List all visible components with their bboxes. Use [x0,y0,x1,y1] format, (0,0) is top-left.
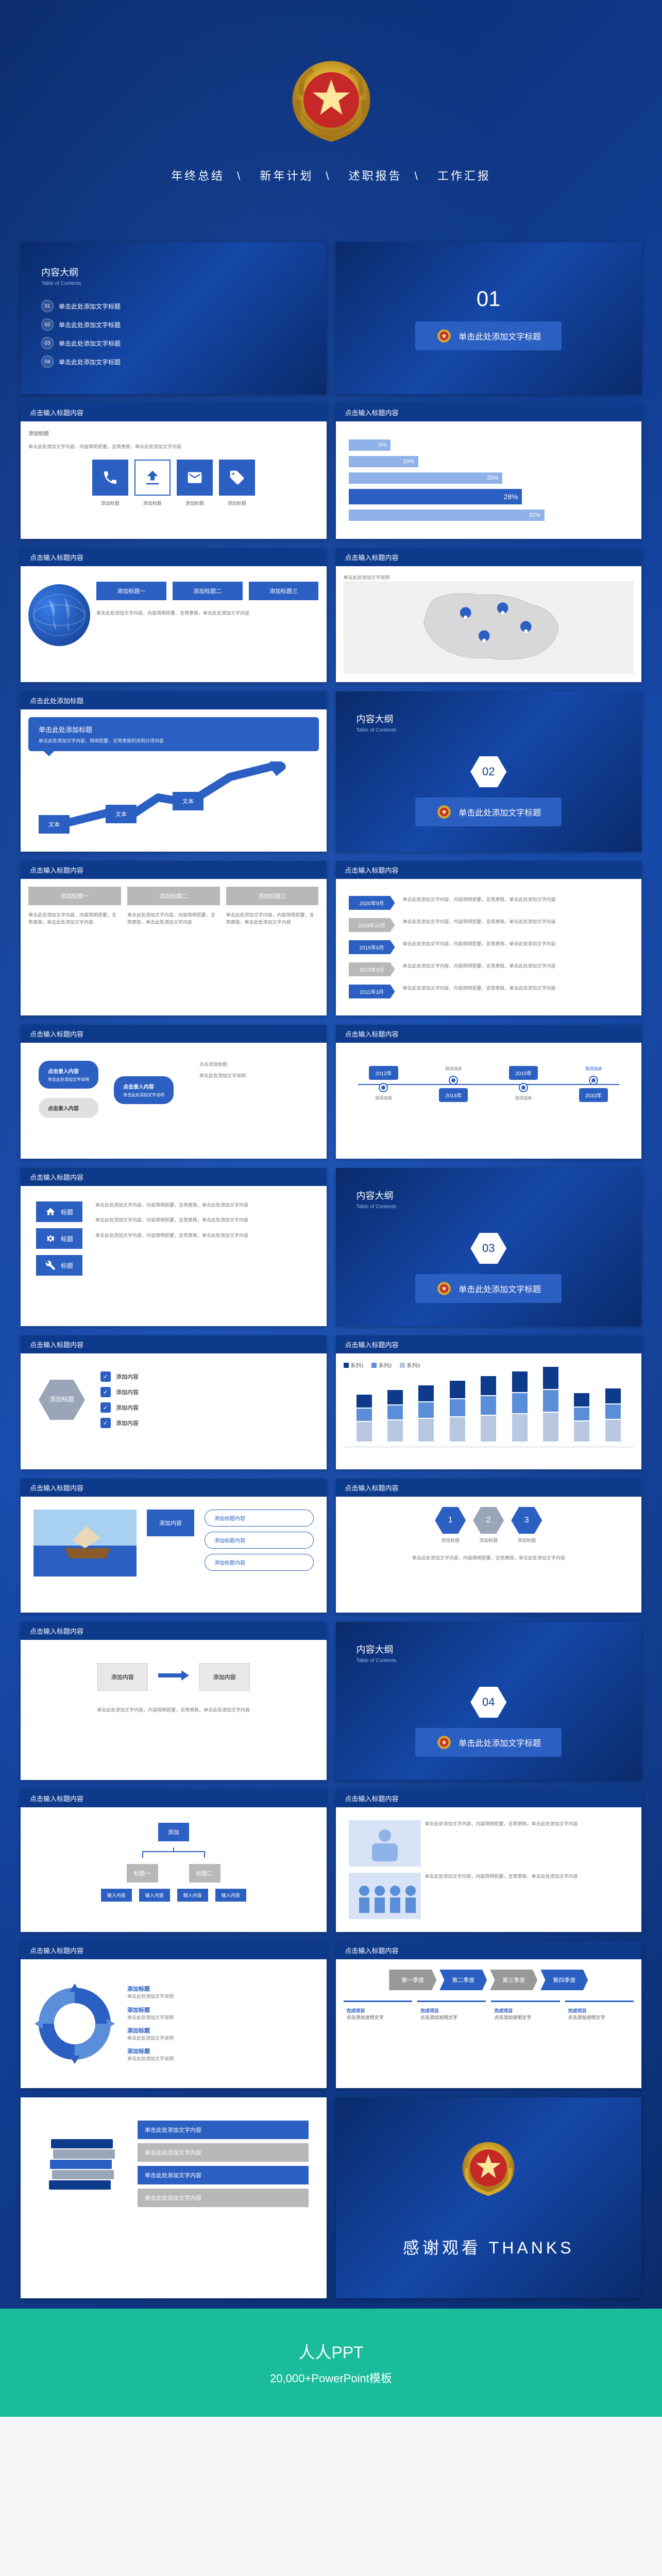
thanks-cn: 感谢观看 [403,2239,481,2257]
footer-tagline: 20,000+PowerPoint模板 [10,2369,652,2386]
hex-badge: 添加标题 [39,1380,85,1420]
home-icon [45,1207,56,1217]
slide-vtimeline: 点击输入标题内容 2020年9月单击此处添加文字内容，内容简明扼要，言简意赅，单… [336,861,642,1015]
arrow-sequence: 第一季度 第二季度 第三季度 第四季度 [344,1970,634,1990]
section-03: 内容大纲 Table of Contents 03 单击此处添加文字标题 [336,1168,642,1326]
slide-bars: 点击输入标题内容 5% 10% 25% 28% 32% [336,403,642,539]
footer-banner: 人人PPT 20,000+PowerPoint模板 [0,2309,662,2417]
gear-item: 标题 [36,1201,82,1222]
toc-slide: 内容大纲 Table of Contents 01单击此处添加文字标题 02单击… [21,242,327,394]
cover-categories: 年终总结\ 新年计划\ 述职报告\ 工作汇报 [165,167,497,183]
check-icon: ✓ [100,1418,111,1428]
gear-icon [45,1233,56,1244]
footer-brand: 人人PPT [10,2340,652,2363]
ship-photo [33,1510,137,1577]
emblem-icon [436,1734,452,1751]
toc-subtitle: Table of Contents [41,281,306,286]
slide-three-boxes: 点击输入标题内容 添加标题一 添加标题二 添加标题三 单击此处添加文字内容，内容… [21,861,327,1015]
slide-ship: 点击输入标题内容 添加内容 添加标题内容 添加标题内容 添加标题内容 [21,1479,327,1613]
slide-process: 点击输入标题内容 添加内容 添加内容 单击此处添加文字内容，内容简明扼要，言简意… [21,1622,327,1780]
slide-three-pins: 点击输入标题内容 1添加标题 2添加标题 3添加标题 单击此处添加文字内容，内容… [336,1479,642,1613]
slide-globe: 点击输入标题内容 添加标题一 添加标题二 添加标题三 [21,548,327,682]
slide-photos: 点击输入标题内容 单击此处添加文字内容，内容简明扼要，言简意赅，单击此处添加文字… [336,1789,642,1932]
legend-row: 添加标题 [28,429,319,437]
cover-slide: 年终总结\ 新年计划\ 述职报告\ 工作汇报 [0,10,662,227]
check-icon: ✓ [100,1402,111,1413]
tag-icon [219,460,255,496]
section-02: 内容大纲 Table of Contents 02 单击此处添加文字标题 [336,691,642,852]
toc-list: 01单击此处添加文字标题 02单击此处添加文字标题 03单击此处添加文字标题 0… [41,297,306,371]
slide-china-map: 点击输入标题内容 单击此处添加文字说明 [336,548,642,682]
slide-tree: 点击输入标题内容 添加 标题一 标题二 输入内容 输入内容 输入内容 输入内容 [21,1789,327,1932]
slide-checklist: 点击输入标题内容 添加标题 ✓添加内容 ✓添加内容 ✓添加内容 ✓添加内容 [21,1335,327,1469]
phone-icon [92,460,128,496]
section-number: 01 [477,286,501,311]
china-map [344,581,634,674]
speech-bubble: 点击录入内容 [39,1098,98,1118]
slide-callout: 点击此处添加标题 单击此处添加标题 单击此处添加文字内容，简明扼要，言简意赅的说… [21,691,327,852]
toc-title: 内容大纲 [41,265,306,279]
emblem-icon [436,328,452,344]
cycle-diagram [28,1977,121,2070]
rising-arrow-chart: 文本 文本 文本 [33,761,314,834]
vertical-timeline: 2020年9月单击此处添加文字内容，内容简明扼要，言简意赅，单击此处添加文字内容… [344,887,634,1008]
check-icon: ✓ [100,1387,111,1397]
slide-achievements: 点击输入标题内容 2012年取得成绩 取得成绩2014年 2015年取得成绩 取… [336,1025,642,1159]
check-list: ✓添加内容 ✓添加内容 ✓添加内容 ✓添加内容 [100,1371,139,1428]
slide-stacked-columns: 点击输入标题内容 系列1 系列2 系列3 [336,1335,642,1469]
speech-bubble: 点击录入内容 单击此处添加文字说明 [39,1061,98,1089]
process-flow: 添加内容 添加内容 [28,1648,319,1706]
arrow-icon [158,1669,189,1685]
tree-diagram: 添加 标题一 标题二 输入内容 输入内容 输入内容 输入内容 [28,1815,319,1909]
photo-placeholder [349,1873,421,1919]
slide-arrow-seq: 点击输入标题内容 第一季度 第二季度 第三季度 第四季度 完成项目点击添加说明文… [336,1941,642,2088]
summary-grid: 完成项目点击添加说明文字 完成项目点击添加说明文字 完成项目点击添加说明文字 完… [344,2001,634,2026]
hex-badge: 2 [473,1507,504,1534]
hex-badge: 3 [511,1507,542,1534]
slide-cycle: 点击输入标题内容 添加标题单击此处添加文字说明 [21,1941,327,2088]
callout-box: 单击此处添加标题 单击此处添加文字内容，简明扼要，言简意赅的说明分项内容 [28,717,319,751]
globe-graphic [28,584,90,646]
slide-books: 单击此处添加文字内容 单击此处添加文字内容 单击此处添加文字内容 单击此处添加文… [21,2097,327,2298]
horizontal-bar-chart: 5% 10% 25% 28% 32% [344,429,634,531]
thanks-en: THANKS [489,2239,574,2257]
slide-speech: 点击输入标题内容 点击录入内容 单击此处添加文字说明 点击录入内容 点击录入内容… [21,1025,327,1159]
achievement-timeline: 2012年取得成绩 取得成绩2014年 2015年取得成绩 取得成绩2033年 [344,1050,634,1117]
section-01: 01 单击此处添加文字标题 [336,242,642,394]
section-04: 内容大纲 Table of Contents 04 单击此处添加文字标题 [336,1622,642,1780]
section-label: 单击此处添加文字标题 [459,330,541,342]
ship-icon [134,460,171,496]
hex-badge: 1 [435,1507,466,1534]
book-stack [49,2138,121,2190]
thanks-slide: 感谢观看 THANKS [336,2097,642,2298]
check-icon: ✓ [100,1371,111,1382]
emblem-icon [436,804,452,820]
envelope-icon [177,460,213,496]
emblem-icon [436,1280,452,1297]
police-emblem [457,2137,519,2199]
photo-placeholder [349,1820,421,1867]
gear-item: 标题 [36,1228,82,1249]
stacked-column-chart [344,1375,634,1447]
speech-bubble: 点击录入内容 单击此处添加文字说明 [114,1076,174,1104]
slide-gears: 点击输入标题内容 标题 标题 标题 [21,1168,327,1326]
wrench-icon [45,1260,56,1270]
gear-item: 标题 [36,1255,82,1276]
police-emblem [285,54,378,146]
slide-header: 点击输入标题内容 [21,403,327,421]
slide-icons: 点击输入标题内容 添加标题 单击此处添加文字内容，内容简明扼要，言简意赅，单击此… [21,403,327,539]
